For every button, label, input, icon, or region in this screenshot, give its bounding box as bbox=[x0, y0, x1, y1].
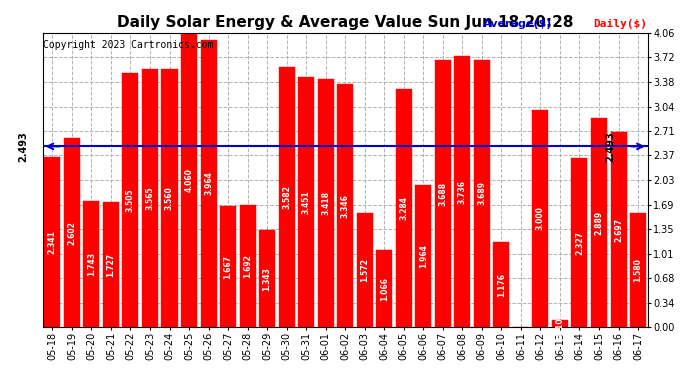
Bar bbox=[435, 60, 451, 327]
Bar bbox=[533, 110, 549, 327]
Bar bbox=[376, 250, 392, 327]
Bar bbox=[83, 201, 99, 327]
Text: 3.689: 3.689 bbox=[477, 182, 486, 206]
Text: 2.602: 2.602 bbox=[68, 221, 77, 245]
Text: 3.000: 3.000 bbox=[536, 207, 545, 231]
Bar bbox=[259, 230, 275, 327]
Bar bbox=[279, 67, 295, 327]
Text: 1.176: 1.176 bbox=[497, 273, 506, 297]
Text: 1.743: 1.743 bbox=[87, 252, 96, 276]
Bar bbox=[357, 213, 373, 327]
Text: Daily($): Daily($) bbox=[593, 19, 647, 29]
Bar bbox=[415, 185, 431, 327]
Text: 2.697: 2.697 bbox=[614, 217, 623, 242]
Text: 4.060: 4.060 bbox=[184, 168, 193, 192]
Bar bbox=[493, 242, 509, 327]
Bar bbox=[552, 320, 568, 327]
Bar bbox=[591, 118, 607, 327]
Text: 3.505: 3.505 bbox=[126, 188, 135, 212]
Text: Copyright 2023 Cartronics.com: Copyright 2023 Cartronics.com bbox=[43, 40, 213, 50]
Bar bbox=[298, 77, 314, 327]
Text: 0.103: 0.103 bbox=[555, 312, 564, 336]
Text: Average($): Average($) bbox=[483, 19, 553, 29]
Bar bbox=[181, 33, 197, 327]
Bar bbox=[142, 69, 158, 327]
Bar bbox=[571, 158, 587, 327]
Text: 3.565: 3.565 bbox=[146, 186, 155, 210]
Text: 1.964: 1.964 bbox=[419, 244, 428, 268]
Bar bbox=[201, 39, 217, 327]
Bar bbox=[611, 132, 627, 327]
Text: 3.582: 3.582 bbox=[282, 185, 291, 209]
Text: 3.451: 3.451 bbox=[302, 190, 310, 214]
Bar bbox=[317, 79, 334, 327]
Text: 2.493: 2.493 bbox=[18, 131, 28, 162]
Text: 1.692: 1.692 bbox=[243, 254, 252, 278]
Text: 1.066: 1.066 bbox=[380, 277, 388, 301]
Text: 3.284: 3.284 bbox=[400, 196, 408, 220]
Bar bbox=[396, 89, 412, 327]
Title: Daily Solar Energy & Average Value Sun Jun 18 20:28: Daily Solar Energy & Average Value Sun J… bbox=[117, 15, 573, 30]
Text: 1.343: 1.343 bbox=[263, 267, 272, 291]
Text: 1.667: 1.667 bbox=[224, 255, 233, 279]
Text: 3.964: 3.964 bbox=[204, 171, 213, 195]
Bar bbox=[337, 84, 353, 327]
Text: 2.889: 2.889 bbox=[595, 210, 604, 235]
Text: 3.418: 3.418 bbox=[321, 191, 331, 215]
Text: 3.346: 3.346 bbox=[341, 194, 350, 218]
Text: 1.580: 1.580 bbox=[633, 258, 642, 282]
Text: 2.327: 2.327 bbox=[575, 231, 584, 255]
Bar bbox=[474, 60, 490, 327]
Bar bbox=[630, 213, 646, 327]
Text: 2.493: 2.493 bbox=[605, 131, 615, 162]
Text: 3.688: 3.688 bbox=[438, 182, 447, 206]
Bar bbox=[239, 204, 255, 327]
Text: 1.727: 1.727 bbox=[106, 253, 115, 277]
Bar bbox=[161, 69, 177, 327]
Bar bbox=[44, 158, 60, 327]
Text: 3.560: 3.560 bbox=[165, 186, 174, 210]
Text: 3.736: 3.736 bbox=[458, 180, 467, 204]
Text: 2.341: 2.341 bbox=[48, 231, 57, 254]
Bar bbox=[64, 138, 80, 327]
Bar bbox=[122, 73, 139, 327]
Bar bbox=[220, 206, 236, 327]
Bar bbox=[454, 56, 471, 327]
Bar bbox=[103, 202, 119, 327]
Text: 1.572: 1.572 bbox=[360, 258, 369, 282]
